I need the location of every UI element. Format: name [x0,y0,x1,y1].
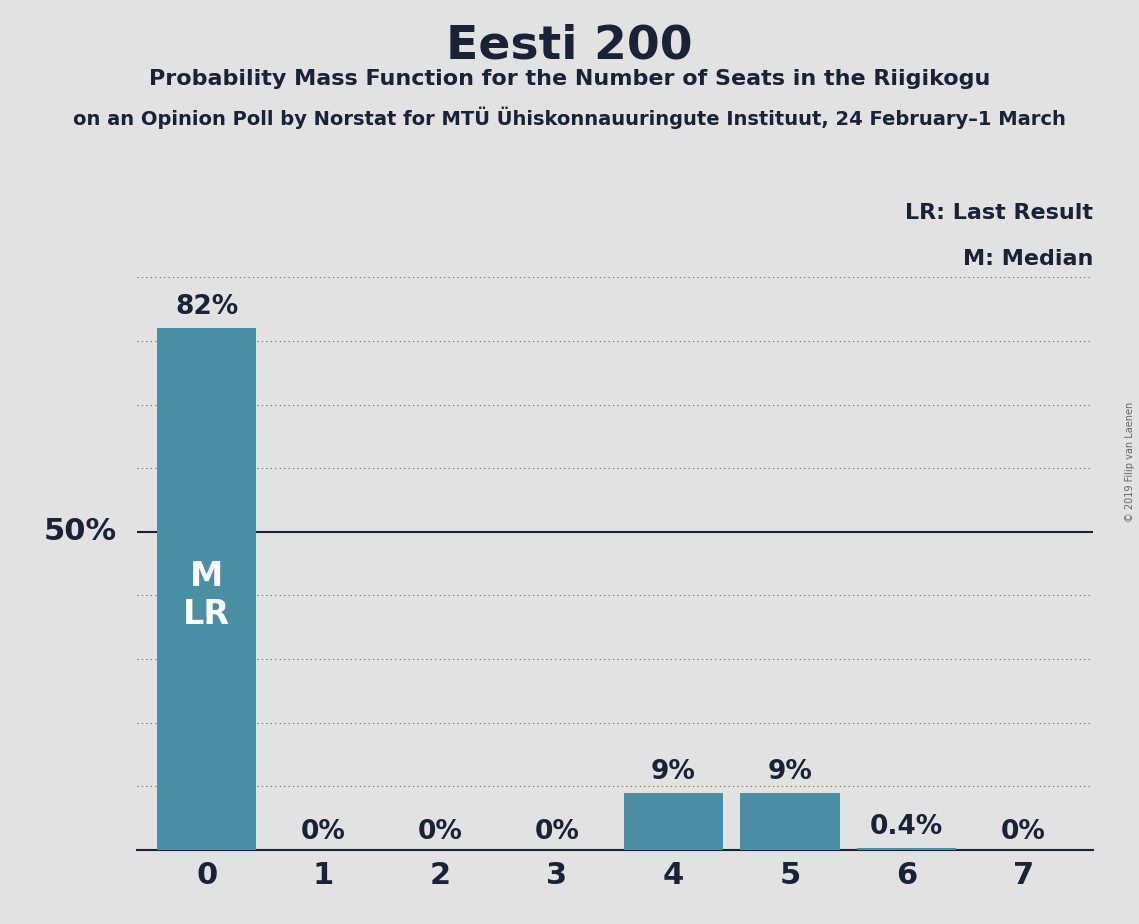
Text: LR: Last Result: LR: Last Result [906,202,1093,223]
Text: Probability Mass Function for the Number of Seats in the Riigikogu: Probability Mass Function for the Number… [149,69,990,90]
Text: 0.4%: 0.4% [870,814,943,840]
Text: 0%: 0% [1001,819,1046,845]
Bar [858,847,957,850]
Text: M
LR: M LR [183,560,230,631]
Text: © 2019 Filip van Laenen: © 2019 Filip van Laenen [1125,402,1134,522]
Text: Eesti 200: Eesti 200 [446,23,693,68]
Text: 0%: 0% [301,819,346,845]
Text: 9%: 9% [652,760,696,785]
Bar [740,793,839,850]
Bar [157,328,256,850]
Text: 9%: 9% [768,760,812,785]
Text: 82%: 82% [175,295,238,321]
Text: on an Opinion Poll by Norstat for MTÜ Ühiskonnauuringute Instituut, 24 February–: on an Opinion Poll by Norstat for MTÜ Üh… [73,106,1066,128]
Text: 0%: 0% [534,819,579,845]
Bar [624,793,723,850]
Text: 0%: 0% [418,819,462,845]
Text: 50%: 50% [43,517,116,546]
Text: M: Median: M: Median [964,249,1093,269]
